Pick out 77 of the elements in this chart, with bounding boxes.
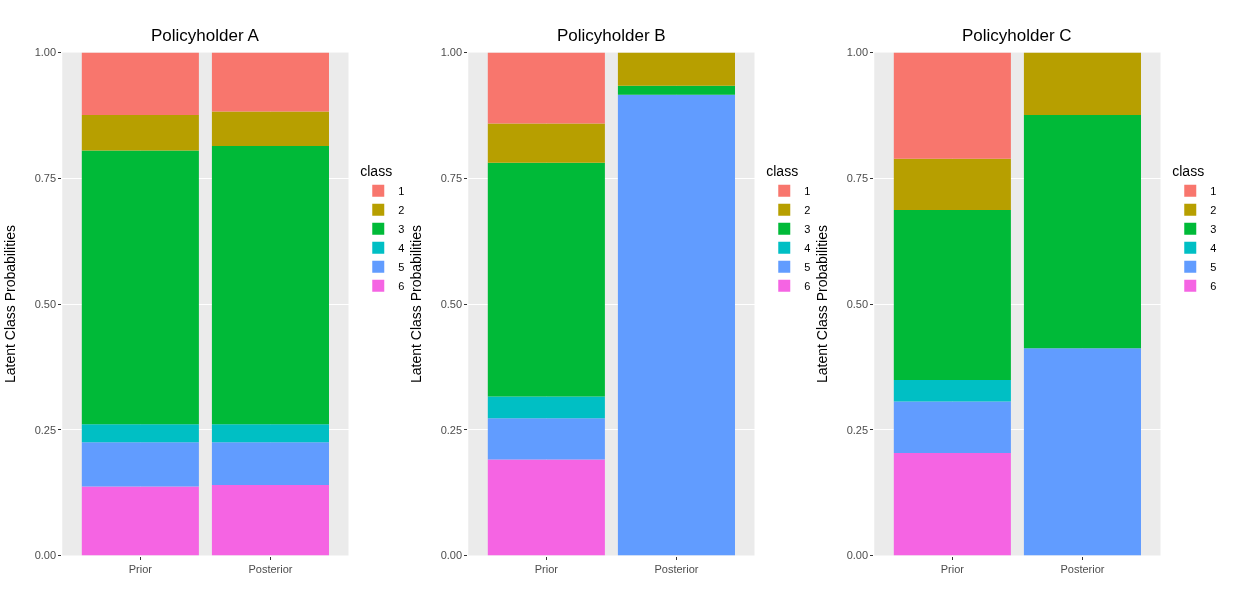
bar — [211, 485, 329, 556]
bar — [81, 150, 199, 425]
bar — [211, 52, 329, 112]
y-tick-label: 0.00 — [846, 549, 869, 562]
bar — [893, 452, 1011, 556]
y-tick-label: 0.00 — [34, 549, 57, 562]
chart-title: Policyholder B — [557, 26, 666, 45]
bar — [1023, 52, 1141, 115]
legend-label: 2 — [398, 204, 405, 217]
bar — [81, 442, 199, 487]
x-tick-label: Posterior — [654, 562, 699, 575]
bar — [81, 486, 199, 556]
bar — [893, 52, 1011, 159]
bar — [487, 162, 605, 397]
x-tick-label: Prior — [940, 562, 965, 575]
bar — [893, 158, 1011, 210]
bar — [211, 111, 329, 147]
legend-label: 6 — [804, 280, 811, 293]
bar — [81, 424, 199, 443]
y-tick-label: 0.75 — [846, 172, 869, 185]
legend-title: class — [360, 163, 393, 180]
legend-label: 1 — [804, 185, 811, 198]
legend-label: 4 — [804, 242, 811, 255]
bar — [893, 379, 1011, 402]
legend-label: 4 — [398, 242, 405, 255]
y-axis-title: Latent Class Probabilities — [408, 225, 425, 384]
legend-label: 2 — [804, 204, 811, 217]
legend-label: 1 — [1210, 185, 1217, 198]
legend-title: class — [1172, 163, 1205, 180]
bar — [81, 114, 199, 151]
y-tick-label: 1.00 — [34, 46, 57, 59]
y-tick-label: 0.25 — [440, 423, 463, 436]
legend-label: 5 — [1210, 261, 1217, 274]
bar — [487, 418, 605, 460]
legend-label: 3 — [804, 223, 811, 236]
bar — [487, 459, 605, 556]
chart-title: Policyholder C — [962, 26, 1072, 45]
bar — [893, 401, 1011, 453]
legend-label: 6 — [398, 280, 405, 293]
bar — [617, 85, 735, 95]
bar — [81, 52, 199, 115]
x-tick-label: Posterior — [1060, 562, 1105, 575]
bar — [487, 396, 605, 419]
y-tick-label: 0.00 — [440, 549, 463, 562]
legend-title: class — [766, 163, 799, 180]
legend-label: 3 — [398, 223, 405, 236]
bar — [211, 442, 329, 486]
bar — [617, 52, 735, 86]
bar — [1023, 348, 1141, 556]
y-axis-title: Latent Class Probabilities — [814, 225, 831, 384]
bar — [487, 123, 605, 163]
bar — [1023, 114, 1141, 349]
y-tick-label: 1.00 — [440, 46, 463, 59]
legend-label: 5 — [804, 261, 811, 274]
bar — [211, 146, 329, 425]
y-tick-label: 0.75 — [34, 172, 57, 185]
x-tick-label: Prior — [128, 562, 153, 575]
y-tick-label: 0.75 — [440, 172, 463, 185]
legend-label: 2 — [1210, 204, 1217, 217]
y-axis-title: Latent Class Probabilities — [2, 225, 19, 384]
bar — [487, 52, 605, 124]
y-tick-label: 0.50 — [846, 297, 869, 310]
legend-label: 5 — [398, 261, 405, 274]
y-tick-label: 1.00 — [846, 46, 869, 59]
bar — [893, 209, 1011, 380]
legend-label: 3 — [1210, 223, 1217, 236]
legend-label: 4 — [1210, 242, 1217, 255]
x-tick-label: Posterior — [248, 562, 293, 575]
y-tick-label: 0.25 — [846, 423, 869, 436]
y-tick-label: 0.50 — [440, 297, 463, 310]
legend-label: 1 — [398, 185, 405, 198]
y-tick-label: 0.25 — [34, 423, 57, 436]
bar — [211, 424, 329, 443]
x-tick-label: Prior — [534, 562, 559, 575]
legend-label: 6 — [1210, 280, 1217, 293]
chart-title: Policyholder A — [151, 26, 260, 45]
y-tick-label: 0.50 — [34, 297, 57, 310]
